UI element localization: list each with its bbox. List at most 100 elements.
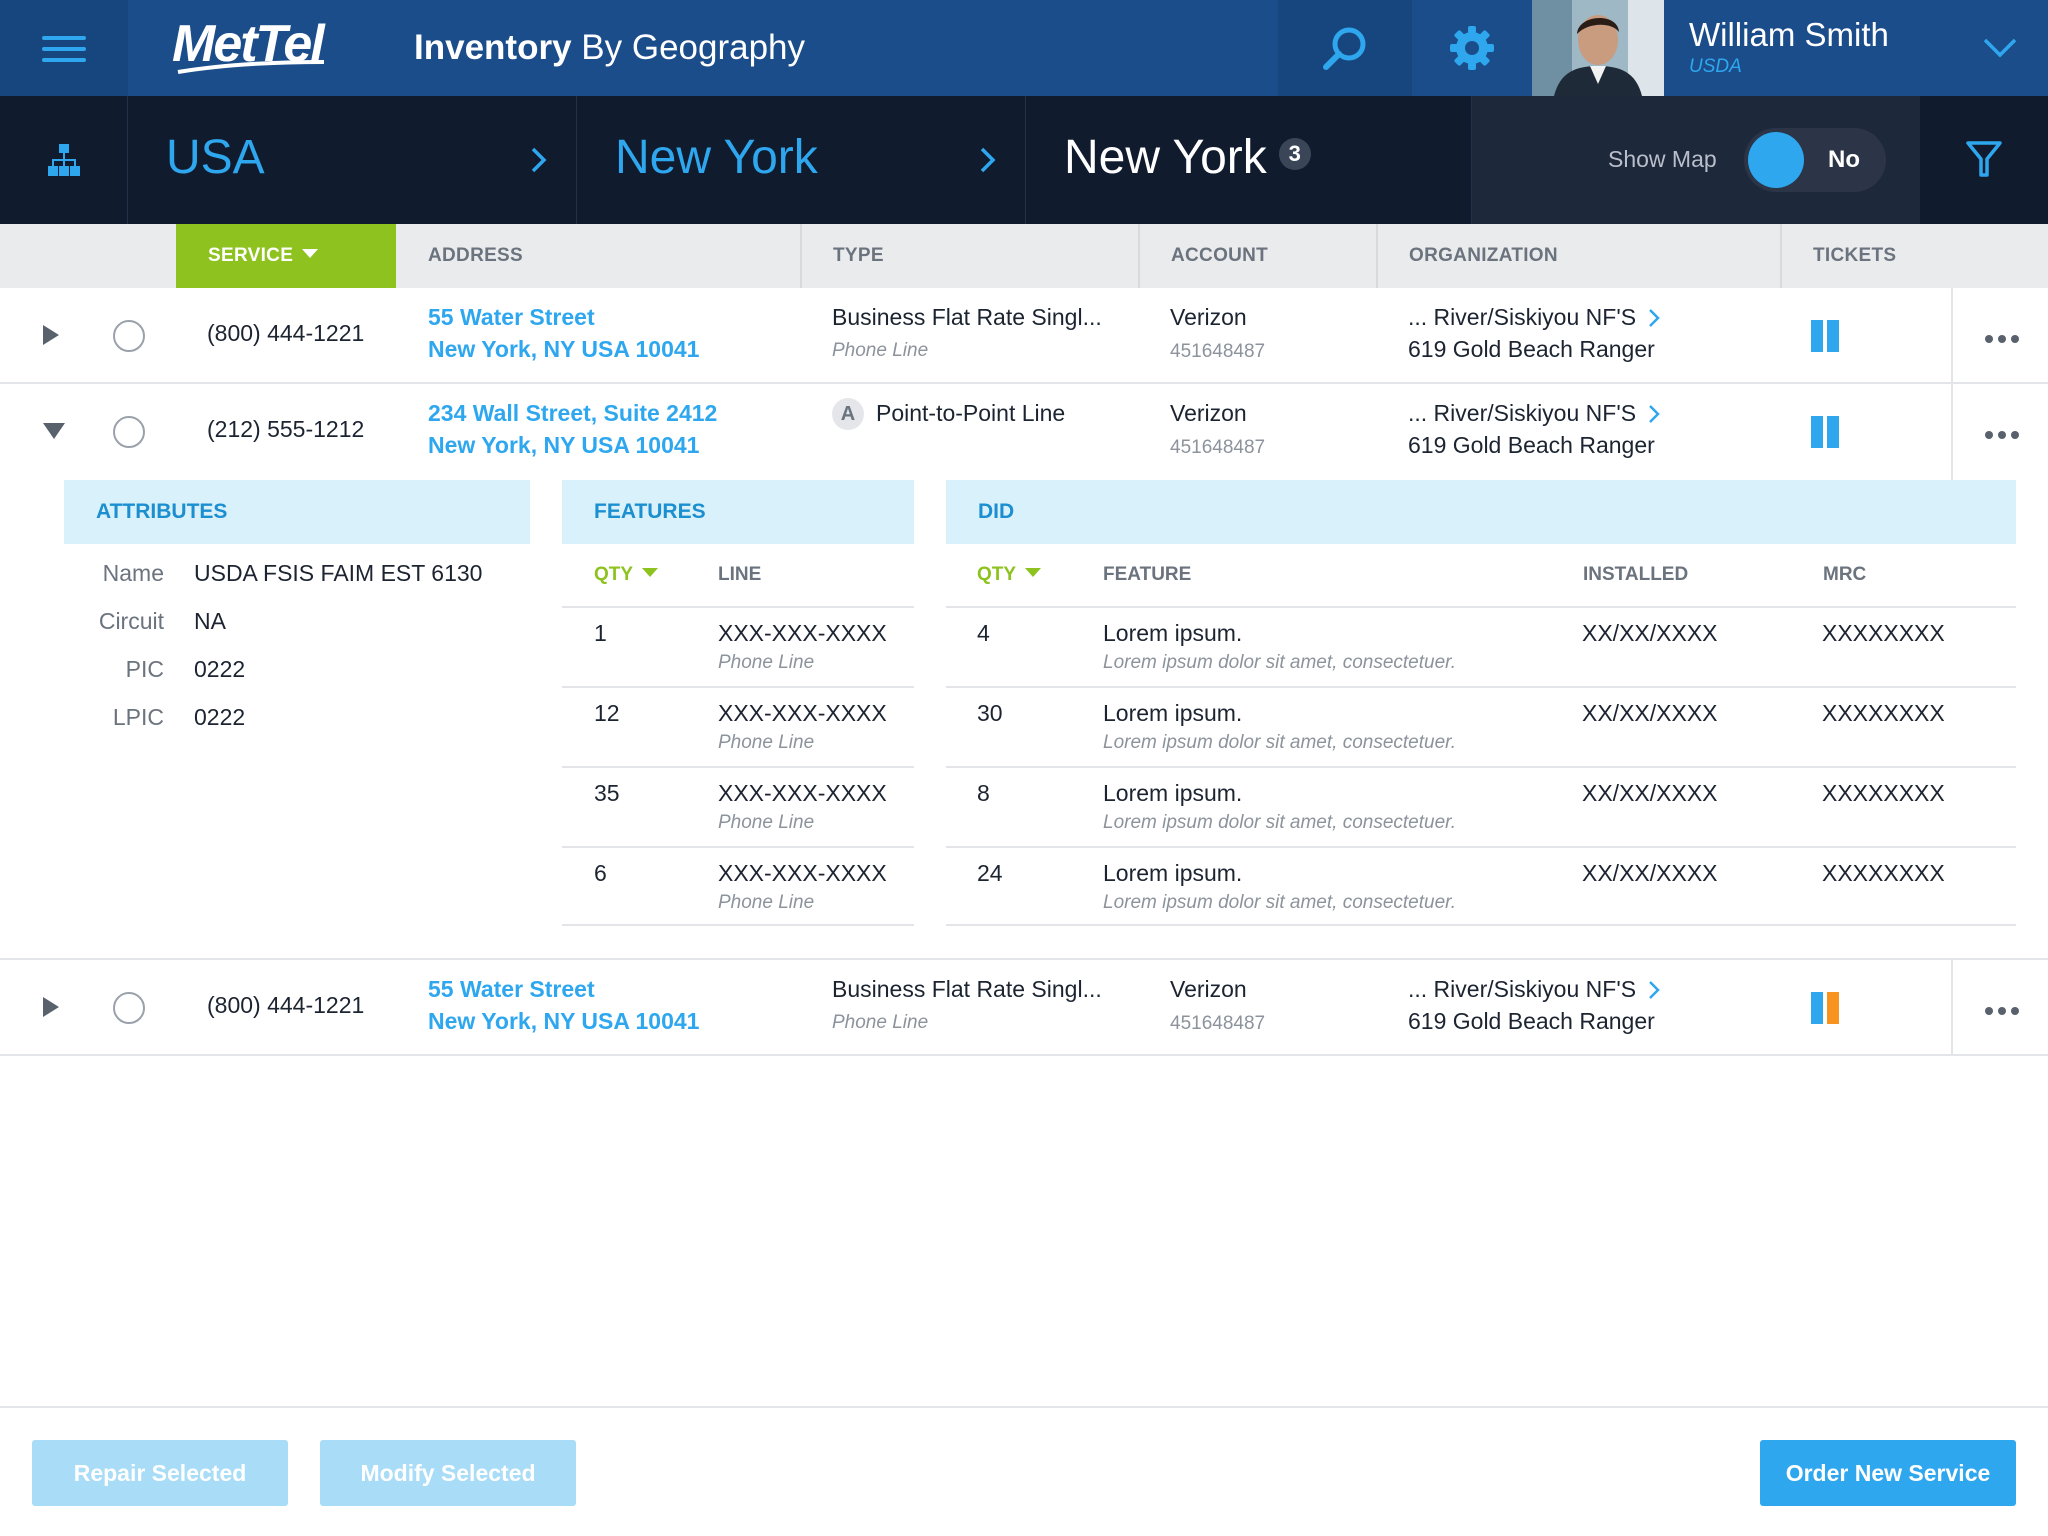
organization-location: 619 Gold Beach Ranger bbox=[1408, 432, 1655, 458]
expand-arrow-icon[interactable] bbox=[42, 324, 60, 346]
breadcrumb-label: New York bbox=[615, 131, 818, 184]
account-number: 451648487 bbox=[1170, 1013, 1266, 1034]
hamburger-menu-button[interactable] bbox=[0, 0, 128, 96]
modify-selected-button[interactable]: Modify Selected bbox=[320, 1440, 576, 1506]
address-link[interactable]: New York, NY USA 10041 bbox=[428, 432, 700, 458]
attribute-label: Name bbox=[102, 560, 164, 586]
column-header-service[interactable]: SERVICE bbox=[176, 224, 396, 288]
address-link[interactable]: New York, NY USA 10041 bbox=[428, 1008, 700, 1034]
did-mrc-header[interactable]: MRC bbox=[1823, 564, 1867, 585]
address-link[interactable]: 55 Water Street bbox=[428, 976, 595, 1002]
address-link[interactable]: 55 Water Street bbox=[428, 304, 595, 330]
chevron-right-icon[interactable] bbox=[1648, 980, 1660, 1000]
feature-qty: 12 bbox=[594, 700, 620, 726]
ticket-status-icon[interactable] bbox=[1811, 416, 1839, 448]
chevron-right-icon[interactable] bbox=[1648, 308, 1660, 328]
did-feature-header[interactable]: FEATURE bbox=[1103, 564, 1192, 585]
hierarchy-button[interactable] bbox=[0, 96, 128, 224]
row-select-radio[interactable] bbox=[113, 416, 145, 448]
table-row[interactable]: (800) 444-1221 55 Water Street New York,… bbox=[0, 288, 2048, 384]
service-type: Business Flat Rate Singl... bbox=[832, 976, 1102, 1002]
did-heading: DID bbox=[946, 480, 2016, 544]
row-select-radio[interactable] bbox=[113, 320, 145, 352]
did-row: 24 Lorem ipsum. Lorem ipsum dolor sit am… bbox=[946, 846, 2016, 926]
did-mrc: XXXXXXXX bbox=[1822, 780, 1945, 806]
row-actions-button[interactable] bbox=[1951, 384, 2048, 480]
feature-line: XXX-XXX-XXXX bbox=[718, 860, 887, 886]
show-map-panel: Show Map No bbox=[1472, 96, 1920, 224]
organization-name: ... River/Siskiyou NF'S bbox=[1408, 304, 1637, 330]
address-link[interactable]: 234 Wall Street, Suite 2412 bbox=[428, 400, 718, 426]
account-name: Verizon bbox=[1170, 400, 1247, 426]
address-link[interactable]: New York, NY USA 10041 bbox=[428, 336, 700, 362]
ticket-status-icon[interactable] bbox=[1811, 320, 1839, 352]
feature-line: XXX-XXX-XXXX bbox=[718, 780, 887, 806]
column-header-account[interactable]: ACCOUNT bbox=[1138, 224, 1376, 288]
chevron-down-icon[interactable] bbox=[1982, 36, 2018, 60]
row-select-radio[interactable] bbox=[113, 992, 145, 1024]
did-qty: 24 bbox=[977, 860, 1003, 886]
service-phone: (212) 555-1212 bbox=[207, 416, 365, 442]
column-header-organization[interactable]: ORGANIZATION bbox=[1376, 224, 1780, 288]
column-header-type[interactable]: TYPE bbox=[800, 224, 1138, 288]
feature-line: XXX-XXX-XXXX bbox=[718, 700, 887, 726]
feature-row: 1 XXX-XXX-XXXX Phone Line bbox=[562, 606, 914, 686]
did-installed-header[interactable]: INSTALLED bbox=[1583, 564, 1689, 585]
breadcrumb-item-state[interactable]: New York bbox=[577, 96, 1026, 224]
did-feature: Lorem ipsum. bbox=[1103, 860, 1243, 886]
repair-selected-button[interactable]: Repair Selected bbox=[32, 1440, 288, 1506]
breadcrumb: USA New York New York 3 Show Map No bbox=[0, 96, 2048, 224]
collapse-arrow-icon[interactable] bbox=[42, 422, 66, 440]
did-installed: XX/XX/XXXX bbox=[1582, 700, 1718, 726]
ticket-status-icon[interactable] bbox=[1811, 992, 1839, 1024]
filter-icon bbox=[1966, 141, 2002, 177]
account-name: Verizon bbox=[1170, 976, 1247, 1002]
more-icon bbox=[1985, 330, 2024, 348]
feature-line-type: Phone Line bbox=[718, 732, 815, 753]
breadcrumb-item-country[interactable]: USA bbox=[128, 96, 577, 224]
order-new-service-button[interactable]: Order New Service bbox=[1760, 1440, 2016, 1506]
user-name[interactable]: William Smith bbox=[1689, 16, 1889, 53]
account-number: 451648487 bbox=[1170, 437, 1266, 458]
table-header: SERVICE ADDRESS TYPE ACCOUNT ORGANIZATIO… bbox=[0, 224, 2048, 288]
feature-qty: 6 bbox=[594, 860, 607, 886]
filter-button[interactable] bbox=[1920, 96, 2048, 224]
settings-button[interactable] bbox=[1412, 0, 1532, 96]
attribute-value: 0222 bbox=[194, 656, 246, 682]
column-header-tickets[interactable]: TICKETS bbox=[1780, 224, 2048, 288]
features-line-header[interactable]: LINE bbox=[718, 564, 762, 585]
feature-row: 35 XXX-XXX-XXXX Phone Line bbox=[562, 766, 914, 846]
table-row[interactable]: (800) 444-1221 55 Water Street New York,… bbox=[0, 960, 2048, 1056]
did-qty-header[interactable]: QTY bbox=[977, 564, 1042, 586]
row-actions-button[interactable] bbox=[1951, 288, 2048, 382]
avatar[interactable] bbox=[1532, 0, 1664, 96]
row-actions-button[interactable] bbox=[1951, 960, 2048, 1054]
table-row-expanded[interactable]: (212) 555-1212 234 Wall Street, Suite 24… bbox=[0, 384, 2048, 960]
expand-arrow-icon[interactable] bbox=[42, 996, 60, 1018]
features-qty-header[interactable]: QTY bbox=[594, 564, 659, 586]
type-badge: A bbox=[832, 398, 864, 430]
search-button[interactable] bbox=[1278, 0, 1412, 96]
organization-name: ... River/Siskiyou NF'S bbox=[1408, 400, 1637, 426]
did-mrc: XXXXXXXX bbox=[1822, 620, 1945, 646]
user-organization: USDA bbox=[1689, 56, 1742, 77]
attribute-label: Circuit bbox=[98, 608, 164, 634]
did-feature-desc: Lorem ipsum dolor sit amet, consectetuer… bbox=[1103, 732, 1457, 753]
features-heading: FEATURES bbox=[562, 480, 914, 544]
did-qty: 30 bbox=[977, 700, 1003, 726]
attribute-label: LPIC bbox=[112, 704, 164, 730]
column-header-address[interactable]: ADDRESS bbox=[428, 245, 524, 266]
attribute-value: 0222 bbox=[194, 704, 246, 730]
service-type: Business Flat Rate Singl... bbox=[832, 304, 1102, 330]
organization-location: 619 Gold Beach Ranger bbox=[1408, 1008, 1655, 1034]
more-icon bbox=[1985, 426, 2024, 444]
did-feature: Lorem ipsum. bbox=[1103, 700, 1243, 726]
page-title: Inventory By Geography bbox=[414, 28, 806, 67]
hierarchy-icon bbox=[48, 144, 80, 176]
feature-qty: 35 bbox=[594, 780, 620, 806]
chevron-right-icon[interactable] bbox=[1648, 404, 1660, 424]
did-feature-desc: Lorem ipsum dolor sit amet, consectetuer… bbox=[1103, 892, 1457, 913]
did-feature-desc: Lorem ipsum dolor sit amet, consectetuer… bbox=[1103, 812, 1457, 833]
feature-line-type: Phone Line bbox=[718, 812, 815, 833]
show-map-toggle[interactable]: No bbox=[1744, 128, 1886, 192]
